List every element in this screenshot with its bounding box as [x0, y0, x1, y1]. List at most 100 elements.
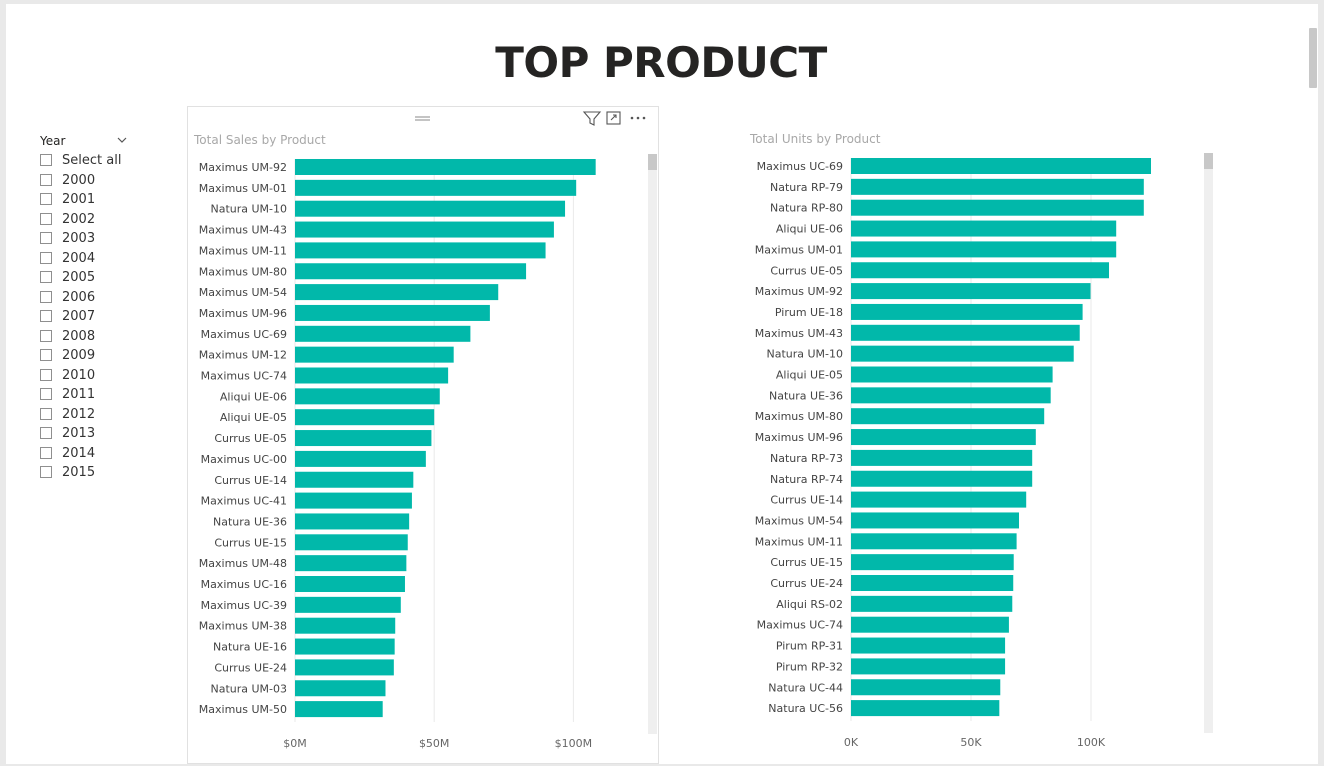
- slicer-item[interactable]: 2001: [40, 191, 140, 211]
- slicer-item[interactable]: 2012: [40, 406, 140, 426]
- slicer-header[interactable]: Year: [40, 132, 140, 152]
- bar[interactable]: [295, 242, 546, 259]
- bar[interactable]: [295, 430, 432, 447]
- slicer-item[interactable]: 2002: [40, 211, 140, 231]
- bar[interactable]: [851, 449, 1033, 466]
- bar[interactable]: [295, 471, 414, 488]
- checkbox[interactable]: [40, 427, 52, 439]
- bar[interactable]: [295, 200, 566, 217]
- chart-scroll-track[interactable]: [648, 154, 657, 734]
- bar[interactable]: [295, 617, 396, 634]
- checkbox[interactable]: [40, 329, 52, 342]
- bar[interactable]: [851, 408, 1045, 425]
- slicer-item[interactable]: 2007: [40, 308, 140, 328]
- bar[interactable]: [295, 325, 471, 342]
- slicer-item[interactable]: 2004: [40, 250, 140, 270]
- bar[interactable]: [295, 701, 383, 718]
- bar[interactable]: [295, 304, 490, 321]
- chevron-down-icon[interactable]: [116, 134, 128, 146]
- checkbox[interactable]: [40, 407, 52, 420]
- bar[interactable]: [295, 159, 596, 175]
- slicer-item[interactable]: 2011: [40, 386, 140, 406]
- bar[interactable]: [851, 554, 1014, 571]
- bar[interactable]: [851, 366, 1053, 383]
- drag-grip-icon[interactable]: [415, 116, 430, 121]
- checkbox[interactable]: [40, 154, 52, 166]
- bar[interactable]: [295, 555, 407, 572]
- checkbox[interactable]: [40, 446, 52, 459]
- focus-mode-icon[interactable]: [606, 111, 621, 125]
- bar[interactable]: [851, 700, 1000, 717]
- slicer-item[interactable]: 2006: [40, 289, 140, 309]
- checkbox[interactable]: [40, 310, 52, 322]
- bar[interactable]: [851, 637, 1006, 654]
- bar[interactable]: [851, 283, 1091, 300]
- checkbox[interactable]: [40, 232, 52, 244]
- bar[interactable]: [851, 303, 1083, 320]
- slicer-item[interactable]: 2000: [40, 172, 140, 192]
- bar[interactable]: [295, 284, 499, 301]
- checkbox[interactable]: [40, 173, 52, 186]
- bar[interactable]: [851, 387, 1051, 404]
- bar[interactable]: [851, 199, 1144, 216]
- bar[interactable]: [851, 679, 1001, 696]
- checkbox[interactable]: [40, 212, 52, 225]
- checkbox[interactable]: [40, 251, 52, 264]
- bar[interactable]: [851, 262, 1109, 279]
- checkbox[interactable]: [40, 349, 52, 361]
- bar[interactable]: [295, 513, 410, 530]
- bar[interactable]: [851, 595, 1013, 612]
- filter-icon[interactable]: [582, 111, 602, 126]
- bar[interactable]: [851, 324, 1080, 341]
- slicer-item[interactable]: 2010: [40, 367, 140, 387]
- bar[interactable]: [851, 512, 1019, 529]
- slicer-item[interactable]: 2009: [40, 347, 140, 367]
- slicer-item[interactable]: Select all: [40, 152, 140, 172]
- bar[interactable]: [295, 596, 401, 613]
- bar[interactable]: [295, 367, 449, 384]
- slicer-item[interactable]: 2008: [40, 328, 140, 348]
- bar[interactable]: [851, 241, 1117, 258]
- bar[interactable]: [851, 533, 1017, 550]
- bar[interactable]: [295, 680, 386, 697]
- sales-by-product-visual[interactable]: Total Sales by Product $0M $50M $100M Maxim…: [187, 106, 659, 764]
- bar[interactable]: [295, 659, 394, 676]
- chart-scroll-track[interactable]: [1204, 153, 1213, 733]
- checkbox[interactable]: [40, 466, 52, 478]
- bar[interactable]: [295, 346, 454, 363]
- chart-scroll-thumb[interactable]: [648, 154, 657, 170]
- checkbox[interactable]: [40, 290, 52, 303]
- slicer-item[interactable]: 2003: [40, 230, 140, 250]
- bar[interactable]: [295, 534, 408, 551]
- checkbox[interactable]: [40, 193, 52, 205]
- more-options-icon[interactable]: [630, 116, 646, 120]
- checkbox[interactable]: [40, 368, 52, 381]
- bar[interactable]: [295, 179, 577, 196]
- bar[interactable]: [851, 345, 1074, 362]
- units-by-product-visual[interactable]: Total Units by Product 0K 50K 100K Maximus …: [744, 106, 1214, 762]
- bar[interactable]: [295, 409, 435, 426]
- bar[interactable]: [851, 178, 1144, 195]
- bar[interactable]: [851, 158, 1151, 174]
- bar[interactable]: [295, 638, 395, 655]
- slicer-item[interactable]: 2015: [40, 464, 140, 484]
- bar[interactable]: [295, 576, 405, 592]
- slicer-item[interactable]: 2005: [40, 269, 140, 289]
- page-scrollbar[interactable]: [1309, 28, 1317, 88]
- bar[interactable]: [851, 658, 1006, 675]
- checkbox[interactable]: [40, 271, 52, 283]
- bar[interactable]: [295, 263, 527, 280]
- bar[interactable]: [295, 450, 426, 467]
- slicer-item[interactable]: 2014: [40, 445, 140, 465]
- bar[interactable]: [295, 492, 412, 509]
- bar[interactable]: [851, 491, 1027, 508]
- bar[interactable]: [851, 616, 1009, 633]
- bar[interactable]: [851, 220, 1117, 237]
- slicer-item[interactable]: 2013: [40, 425, 140, 445]
- checkbox[interactable]: [40, 388, 52, 400]
- bar[interactable]: [295, 221, 554, 238]
- bar[interactable]: [851, 575, 1014, 591]
- bar[interactable]: [851, 429, 1036, 446]
- bar[interactable]: [295, 388, 440, 405]
- chart-scroll-thumb[interactable]: [1204, 153, 1213, 169]
